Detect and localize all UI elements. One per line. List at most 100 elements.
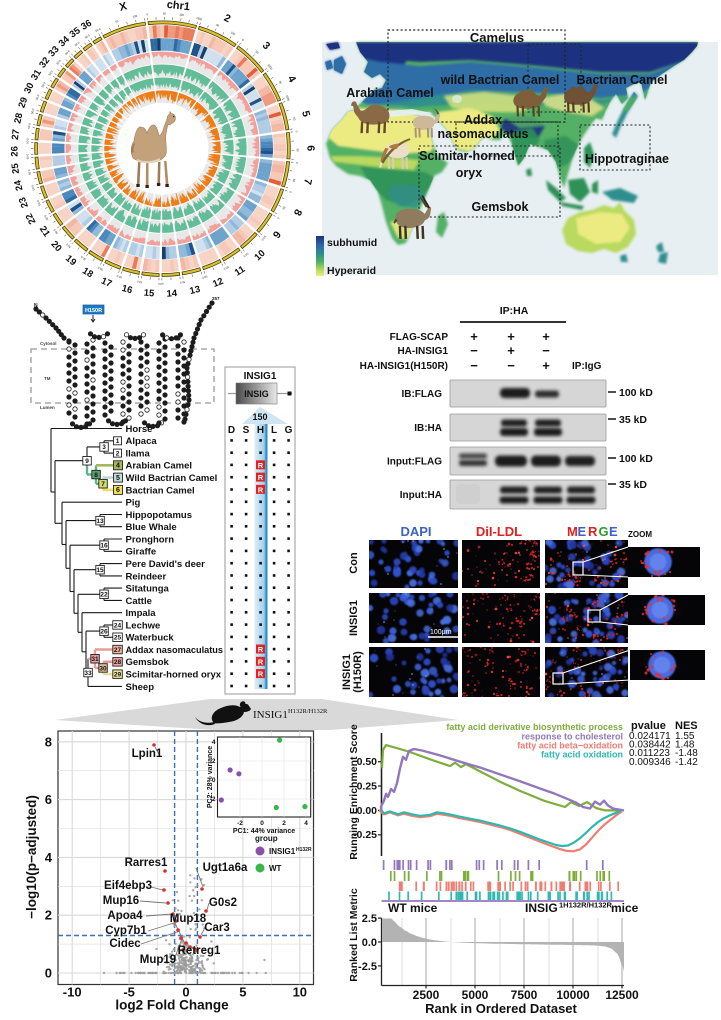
svg-text:Sheep: Sheep (126, 682, 155, 693)
svg-text:TM: TM (44, 376, 51, 381)
svg-text:nasomaculatus: nasomaculatus (437, 127, 528, 141)
svg-text:22: 22 (24, 211, 39, 225)
svg-text:Giraffe: Giraffe (126, 547, 157, 558)
svg-text:+: + (507, 329, 515, 344)
svg-text:0: 0 (158, 282, 160, 286)
svg-text:8: 8 (94, 472, 98, 479)
svg-text:32: 32 (37, 55, 52, 70)
svg-text:INSIG: INSIG (525, 901, 558, 915)
svg-text:50: 50 (181, 280, 185, 285)
svg-text:50: 50 (25, 140, 29, 144)
svg-text:+: + (542, 329, 550, 344)
svg-text:0: 0 (65, 242, 69, 246)
svg-text:Cattle: Cattle (126, 596, 152, 607)
svg-text:0: 0 (52, 228, 56, 232)
svg-text:7: 7 (301, 178, 314, 186)
svg-text:0: 0 (241, 38, 245, 42)
svg-text:Con: Con (348, 552, 360, 574)
svg-text:Cytosol: Cytosol (40, 341, 57, 346)
svg-text:Lumen: Lumen (40, 405, 55, 410)
svg-text:5000: 5000 (462, 988, 489, 1002)
svg-text:Rarres1: Rarres1 (125, 857, 168, 869)
svg-text:wild Bactrian Camel: wild Bactrian Camel (440, 73, 560, 87)
svg-text:INSIG1: INSIG1 (348, 600, 360, 636)
svg-text:27: 27 (114, 647, 122, 654)
svg-text:50: 50 (74, 42, 79, 47)
svg-text:S: S (243, 425, 250, 436)
svg-text:11: 11 (233, 264, 248, 279)
svg-text:G0s2: G0s2 (209, 897, 237, 909)
svg-text:15: 15 (96, 567, 104, 574)
svg-text:+: + (507, 343, 515, 358)
svg-text:50: 50 (215, 23, 220, 28)
svg-text:100: 100 (132, 14, 138, 19)
svg-text:26: 26 (9, 146, 20, 157)
svg-text:5: 5 (116, 475, 120, 482)
svg-text:0.0: 0.0 (362, 937, 377, 949)
svg-text:R: R (258, 657, 264, 666)
svg-text:0: 0 (30, 184, 34, 187)
svg-text:50: 50 (55, 60, 60, 65)
svg-text:30: 30 (99, 665, 107, 672)
svg-text:0: 0 (77, 40, 81, 44)
svg-text:−: − (542, 343, 550, 358)
svg-text:19: 19 (63, 253, 78, 268)
svg-text:HA-INSIG1(H150R): HA-INSIG1(H150R) (360, 361, 448, 372)
svg-text:7500: 7500 (511, 988, 538, 1002)
svg-text:0: 0 (98, 27, 102, 31)
svg-text:4: 4 (116, 463, 120, 470)
svg-text:50: 50 (138, 280, 142, 285)
svg-text:26: 26 (100, 628, 108, 635)
svg-text:INSIG1: INSIG1 (341, 654, 353, 690)
svg-text:−: − (507, 358, 515, 373)
svg-text:0.50: 0.50 (357, 756, 378, 768)
svg-text:0: 0 (295, 162, 299, 164)
svg-text:Eif4ebp3: Eif4ebp3 (104, 880, 152, 892)
svg-text:100: 100 (230, 30, 236, 36)
svg-text:Mup16: Mup16 (103, 895, 139, 907)
svg-text:log2 Fold Change: log2 Fold Change (115, 998, 229, 1013)
svg-text:G: G (285, 425, 293, 436)
svg-text:NES: NES (675, 720, 698, 732)
svg-text:E: E (578, 524, 587, 539)
svg-text:0: 0 (31, 108, 35, 111)
svg-text:Input:HA: Input:HA (400, 490, 442, 501)
svg-text:0: 0 (67, 49, 71, 53)
svg-text:1.55: 1.55 (675, 731, 695, 742)
svg-text:50: 50 (44, 216, 49, 221)
svg-text:100: 100 (267, 63, 273, 69)
svg-text:0: 0 (222, 267, 226, 271)
svg-text:0: 0 (25, 153, 29, 155)
svg-text:0: 0 (201, 276, 204, 280)
svg-text:33: 33 (84, 670, 92, 677)
svg-text:IB:HA: IB:HA (414, 423, 442, 434)
svg-text:-0.25: -0.25 (353, 829, 377, 841)
svg-text:22: 22 (100, 592, 108, 599)
svg-text:0: 0 (260, 238, 264, 242)
svg-text:L: L (271, 425, 277, 436)
svg-text:8: 8 (291, 207, 304, 217)
svg-text:subhumid: subhumid (327, 237, 377, 249)
svg-text:6: 6 (45, 792, 52, 807)
svg-text:100 kD: 100 kD (619, 453, 653, 465)
svg-text:50: 50 (35, 96, 40, 101)
svg-text:H: H (257, 425, 264, 436)
svg-text:0: 0 (260, 820, 264, 827)
svg-text:50: 50 (31, 186, 36, 191)
svg-text:20: 20 (49, 239, 64, 254)
svg-text:mice: mice (611, 901, 639, 915)
svg-text:H132R/H132R: H132R/H132R (288, 708, 328, 715)
svg-text:50: 50 (296, 149, 300, 153)
svg-text:0: 0 (136, 279, 139, 283)
svg-text:0.25: 0.25 (357, 781, 378, 793)
svg-text:Addax: Addax (464, 113, 502, 127)
svg-text:21: 21 (37, 224, 52, 240)
svg-text:-5: -5 (123, 985, 135, 1000)
svg-text:−: − (470, 343, 478, 358)
svg-text:E: E (609, 524, 618, 539)
svg-text:2: 2 (116, 450, 120, 457)
svg-text:50: 50 (37, 201, 42, 206)
svg-text:2: 2 (282, 820, 286, 827)
svg-text:Car3: Car3 (204, 922, 230, 934)
svg-text:0: 0 (26, 138, 30, 140)
